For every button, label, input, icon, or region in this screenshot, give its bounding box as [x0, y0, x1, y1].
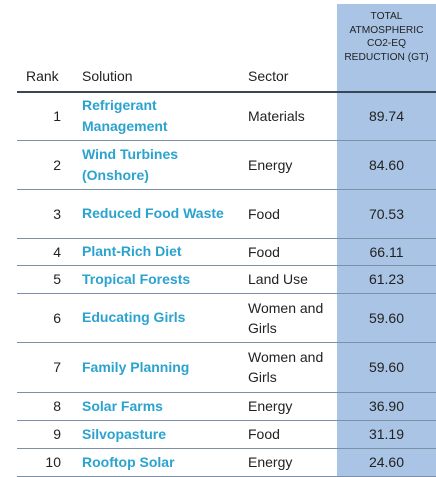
- header-sector: Sector: [248, 68, 289, 84]
- header-divider: [17, 91, 436, 93]
- row-divider: [17, 392, 436, 393]
- solution-cell: Refrigerant Management: [82, 97, 168, 134]
- row-divider: [17, 342, 436, 343]
- row-divider: [17, 238, 436, 239]
- solution-cell: Tropical Forests: [82, 270, 191, 287]
- table-row: 9 Silvopasture Food 31.19: [0, 420, 436, 448]
- co2-reduction-cell: 59.60: [368, 309, 405, 326]
- rank-cell: 5: [53, 271, 61, 287]
- co2-reduction-cell: 61.23: [368, 271, 405, 287]
- rank-cell: 3: [53, 205, 61, 222]
- co2-reduction-cell: 66.11: [369, 243, 404, 260]
- table-row: 8 Solar Farms Energy 36.90: [0, 392, 436, 420]
- co2-reduction-cell: 36.90: [368, 398, 405, 414]
- solution-cell: Reduced Food Waste: [82, 205, 224, 221]
- table-row: 6 Educating Girls Women and Girls 59.60: [0, 293, 436, 342]
- table-row: 7 Family Planning Women and Girls 59.60: [0, 342, 436, 392]
- table-row: 10 Rooftop Solar Energy 24.60: [0, 448, 436, 476]
- header-co2-reduction: TOTAL ATMOSPHERIC CO2-EQ REDUCTION (GT): [344, 11, 429, 63]
- co2-reduction-cell: 59.60: [368, 359, 405, 375]
- co2-reduction-column-background: [337, 4, 436, 477]
- co2-reduction-cell: 31.19: [368, 426, 405, 442]
- row-divider: [17, 189, 436, 190]
- co2-reduction-cell: 70.53: [368, 205, 405, 222]
- solution-cell: Educating Girls: [82, 309, 186, 325]
- rank-cell: 4: [53, 243, 61, 260]
- header-rank: Rank: [26, 68, 59, 84]
- rank-cell: 6: [53, 309, 61, 326]
- solution-cell: Wind Turbines (Onshore): [82, 145, 179, 183]
- sector-cell: Food: [248, 426, 280, 442]
- table-row: 2 Wind Turbines (Onshore) Energy 84.60: [0, 140, 436, 189]
- solution-cell: Rooftop Solar: [82, 453, 175, 470]
- sector-cell: Women and Girls: [248, 349, 324, 385]
- rank-cell: 8: [53, 398, 61, 414]
- row-divider: [17, 448, 436, 449]
- sector-cell: Materials: [248, 108, 305, 124]
- row-divider: [17, 293, 436, 294]
- solution-cell: Family Planning: [82, 358, 190, 375]
- solution-cell: Plant-Rich Diet: [82, 243, 182, 259]
- rank-cell: 10: [45, 454, 61, 470]
- table-row: 5 Tropical Forests Land Use 61.23: [0, 265, 436, 293]
- solution-cell: Silvopasture: [82, 425, 167, 442]
- rank-cell: 7: [53, 359, 61, 375]
- table-row: 4 Plant-Rich Diet Food 66.11: [0, 238, 436, 265]
- table-row: 1 Refrigerant Management Materials 89.74: [0, 92, 436, 140]
- row-divider: [17, 420, 436, 421]
- sector-cell: Land Use: [248, 271, 308, 287]
- rank-cell: 2: [53, 156, 61, 173]
- sector-cell: Women and Girls: [248, 299, 324, 336]
- rank-cell: 1: [53, 108, 61, 124]
- header-solution: Solution: [82, 68, 133, 84]
- co2-reduction-cell: 89.74: [368, 108, 405, 124]
- co2-reduction-cell: 24.60: [368, 454, 405, 470]
- sector-cell: Energy: [248, 454, 293, 470]
- sector-cell: Energy: [248, 156, 293, 173]
- rank-cell: 9: [53, 426, 61, 442]
- row-divider: [17, 140, 436, 141]
- co2-reduction-cell: 84.60: [368, 156, 405, 173]
- row-divider: [17, 265, 436, 266]
- sector-cell: Food: [248, 205, 280, 222]
- sector-cell: Energy: [248, 398, 293, 414]
- table-row: 3 Reduced Food Waste Food 70.53: [0, 189, 436, 238]
- sector-cell: Food: [248, 243, 280, 260]
- solution-cell: Solar Farms: [82, 397, 163, 414]
